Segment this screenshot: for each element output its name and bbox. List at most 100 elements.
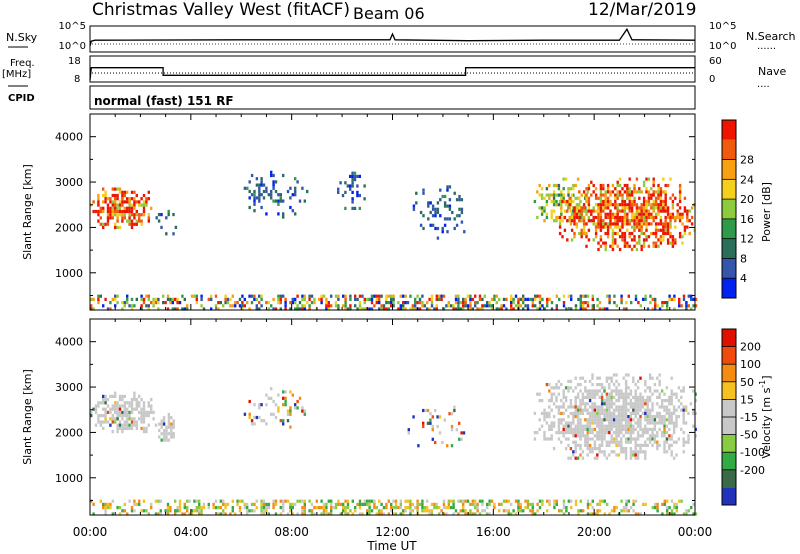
scatter-cell [604, 199, 607, 204]
scatter-cell [591, 418, 594, 422]
scatter-cell [406, 499, 410, 503]
scatter-cell [624, 405, 628, 409]
scatter-cell [654, 297, 657, 301]
scatter-cell [434, 214, 437, 218]
scatter-cell [681, 222, 684, 226]
scatter-cell [615, 399, 618, 403]
scatter-cell [563, 215, 567, 220]
scatter-cell [550, 386, 553, 390]
scatter-cell [142, 213, 146, 217]
scatter-cell [638, 215, 641, 220]
scatter-cell [602, 219, 605, 223]
scatter-cell [615, 389, 618, 393]
scatter-cell [349, 187, 352, 191]
scatter-cell [130, 304, 134, 308]
scatter-cell [651, 415, 654, 419]
scatter-cell [614, 206, 617, 210]
scatter-cell [570, 506, 573, 510]
scatter-cell [629, 411, 633, 415]
scatter-cell [265, 301, 268, 305]
scatter-cell [683, 196, 687, 200]
scatter-cell [660, 415, 664, 419]
scatter-cell [641, 427, 645, 431]
scatter-cell [668, 421, 671, 425]
scatter-cell [277, 301, 280, 305]
scatter-cell [330, 506, 333, 510]
scatter-cell [286, 409, 290, 413]
scatter-cell [664, 203, 667, 207]
scatter-cell [529, 297, 532, 301]
scatter-cell [260, 509, 263, 513]
scatter-cell [162, 419, 166, 423]
scatter-cell [555, 183, 558, 188]
scatter-cell [687, 440, 690, 444]
scatter-cell [624, 431, 628, 435]
scatter-cell [286, 189, 290, 194]
scatter-cell [606, 231, 610, 236]
scatter-cell [170, 416, 173, 420]
scatter-cell [435, 307, 438, 311]
scatter-cell [301, 506, 304, 510]
scatter-cell [645, 206, 648, 210]
scatter-cell [634, 405, 637, 409]
scatter-cell [265, 393, 268, 397]
scatter-cell [634, 437, 637, 441]
scatter-cell [298, 499, 302, 503]
scatter-cell [594, 193, 598, 197]
scatter-cell [599, 206, 603, 210]
scatter-cell [255, 304, 258, 308]
scatter-cell [639, 395, 642, 399]
scatter-cell [464, 499, 467, 503]
scatter-cell [629, 453, 633, 457]
scatter-cell [435, 294, 438, 298]
scatter-cell [663, 399, 666, 403]
scatter-cell [154, 512, 158, 516]
scatter-cell [90, 499, 93, 503]
scatter-cell [514, 304, 518, 308]
scatter-cell [272, 180, 275, 184]
scatter-cell [606, 212, 610, 216]
scatter-cell [552, 415, 556, 419]
scatter-cell [634, 408, 637, 412]
scatter-cell [664, 231, 667, 236]
scatter-cell [591, 506, 594, 510]
scatter-cell [598, 499, 602, 503]
scatter-cell [621, 235, 624, 239]
scatter-cell [291, 393, 294, 397]
scatter-cell [664, 219, 667, 223]
scatter-cell [557, 427, 561, 431]
scatter-cell [628, 244, 631, 248]
scatter-cell [92, 502, 95, 506]
scatter-cell [654, 231, 658, 236]
scatter-cell [644, 443, 647, 447]
scatter-cell [557, 386, 561, 390]
scatter-cell [579, 421, 582, 425]
scatter-cell [635, 241, 639, 245]
scatter-cell [601, 499, 604, 503]
scatter-cell [664, 196, 667, 200]
scatter-cell [253, 209, 256, 213]
scatter-cell [557, 418, 561, 422]
scatter-cell [570, 228, 574, 232]
scatter-cell [600, 418, 604, 422]
scatter-cell [645, 199, 648, 204]
scatter-cell [118, 394, 122, 398]
scatter-cell [387, 307, 390, 311]
scatter-cell [442, 512, 446, 516]
scatter-cell [441, 440, 444, 445]
scatter-cell [612, 450, 616, 454]
scatter-cell [265, 502, 268, 506]
scatter-cell [418, 307, 422, 311]
scatter-cell [536, 307, 539, 311]
scatter-cell [590, 212, 593, 216]
scatter-cell [322, 502, 326, 506]
scatter-cell [531, 502, 534, 506]
scatter-cell [579, 199, 582, 204]
scatter-cell [193, 509, 196, 513]
scatter-cell [138, 394, 141, 398]
scatter-cell [428, 307, 431, 311]
scatter-cell [303, 297, 306, 301]
scatter-cell [121, 209, 124, 214]
scatter-cell [663, 440, 666, 444]
scatter-cell [231, 304, 234, 308]
